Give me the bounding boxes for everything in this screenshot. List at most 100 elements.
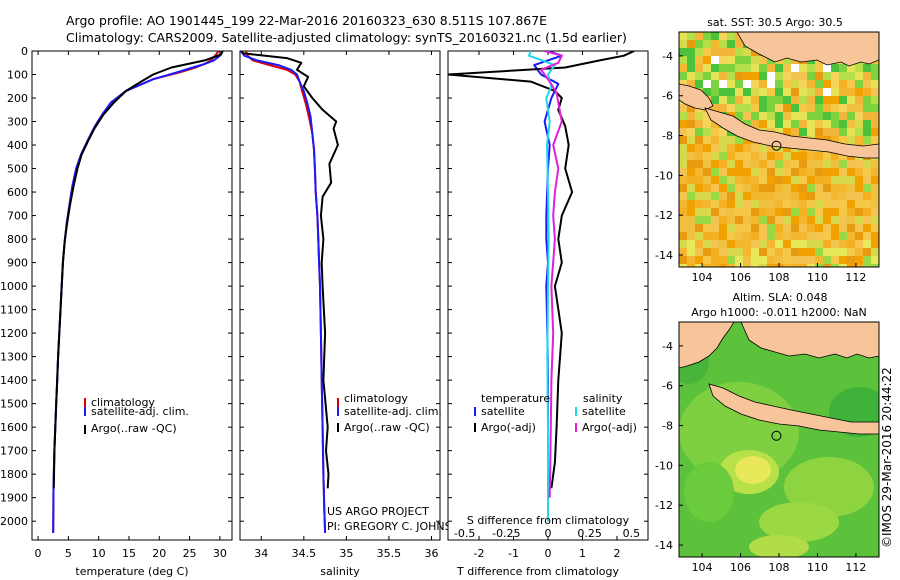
sst-cell [823, 256, 831, 264]
sst-cell [679, 264, 687, 267]
sst-cell [783, 264, 791, 267]
sst-cell [679, 40, 687, 48]
sst-cell [687, 120, 695, 128]
sst-cell [815, 128, 823, 136]
sst-cell [711, 144, 719, 152]
sst-cell [687, 200, 695, 208]
sst-cell [743, 208, 751, 216]
sst-cell [839, 120, 847, 128]
sst-cell [831, 96, 839, 104]
sst-map [679, 32, 879, 267]
sst-cell [775, 144, 783, 152]
sst-cell [695, 168, 703, 176]
salinity-legend: climatology satellite-adj. clim. Argo(..… [337, 392, 442, 434]
sst-cell [703, 232, 711, 240]
sst-cell [847, 200, 855, 208]
sst-cell [759, 64, 767, 72]
sst-cell [751, 80, 759, 88]
sst-cell [679, 160, 687, 168]
sst-cell [799, 264, 807, 267]
sst-cell [815, 120, 823, 128]
sst-cell [751, 120, 759, 128]
ytick-label: 1600 [0, 421, 28, 434]
sst-cell [767, 168, 775, 176]
sst-cell [807, 176, 815, 184]
salinity-lines [240, 51, 339, 533]
sst-cell [783, 72, 791, 80]
sst-cell [799, 64, 807, 72]
sst-cell [823, 128, 831, 136]
sst-cell [823, 192, 831, 200]
sst-cell [727, 56, 735, 64]
xtick-label: 25 [183, 547, 197, 560]
sst-cell [719, 192, 727, 200]
sst-cell [735, 248, 743, 256]
sst-cell [863, 168, 871, 176]
sst-cell [839, 216, 847, 224]
sst-cell [759, 56, 767, 64]
imos-credit: ©IMOS 29-Mar-2016 20:44:22 [880, 367, 894, 548]
sst-cell [703, 88, 711, 96]
temperature-axes-frame [31, 50, 233, 541]
sst-cell [855, 208, 863, 216]
sst-cell [727, 256, 735, 264]
ytick-label: 2000 [0, 515, 28, 528]
sst-cell [719, 152, 727, 160]
sst-cell [775, 200, 783, 208]
legend-title-temperature: temperature [481, 392, 550, 405]
sst-cell [727, 80, 735, 88]
sst-cell [791, 120, 799, 128]
sla-blob [735, 456, 771, 484]
sst-cell [679, 184, 687, 192]
sst-cell [743, 256, 751, 264]
sst-cell [815, 80, 823, 88]
sst-cell [847, 176, 855, 184]
sst-cell [815, 248, 823, 256]
sst-cell [727, 240, 735, 248]
sst-cell [727, 104, 735, 112]
sst-cell [807, 232, 815, 240]
sst-cell [791, 240, 799, 248]
sst-cell [831, 264, 839, 267]
sst-cell [743, 88, 751, 96]
sst-cell [863, 88, 871, 96]
sst-cell [743, 176, 751, 184]
sst-cell [855, 120, 863, 128]
sst-cell [839, 152, 847, 160]
sst-cell [727, 136, 735, 144]
sst-cell [799, 160, 807, 168]
header-line-2: Climatology: CARS2009. Satellite-adjuste… [66, 30, 627, 45]
sst-cell [823, 168, 831, 176]
sst-cell [815, 224, 823, 232]
sst-cell [815, 216, 823, 224]
sst-cell [807, 208, 815, 216]
sst-cell [711, 176, 719, 184]
sst-cell [775, 240, 783, 248]
sst-cell [775, 72, 783, 80]
sst-cell [735, 240, 743, 248]
sst-cell [799, 128, 807, 136]
sst-cell [687, 128, 695, 136]
sst-cell [711, 168, 719, 176]
sst-cell [679, 144, 687, 152]
sst-cell [799, 208, 807, 216]
sst-cell [695, 48, 703, 56]
sst-cell [855, 112, 863, 120]
sst-cell [759, 80, 767, 88]
sst-cell [863, 160, 871, 168]
sst-cell [751, 232, 759, 240]
sst-cell [815, 240, 823, 248]
map-xtick-label: 110 [807, 271, 828, 284]
salinity-xlabel: salinity [320, 565, 360, 578]
sst-cell [791, 176, 799, 184]
sst-cell [847, 224, 855, 232]
argo-location-marker [771, 430, 782, 441]
sst-cell [823, 240, 831, 248]
sst-cell [831, 184, 839, 192]
sst-cell [855, 136, 863, 144]
sst-cell [871, 72, 879, 80]
sst-cell [679, 152, 687, 160]
sst-cell [727, 176, 735, 184]
sst-map-land [679, 32, 879, 159]
sst-cell [711, 208, 719, 216]
